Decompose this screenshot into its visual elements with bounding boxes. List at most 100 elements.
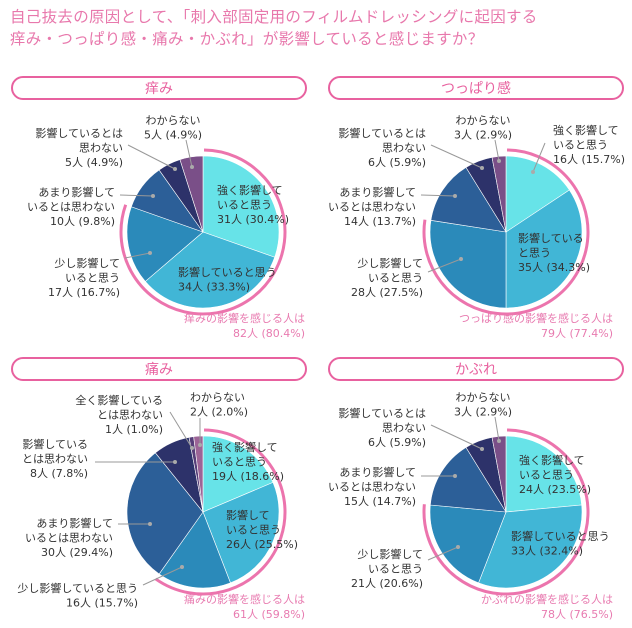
leader-line [142,566,183,586]
pie-slice [202,481,280,584]
slice-label: 思わない [382,422,426,435]
slice-label: わからない [146,114,201,127]
leader-dot [148,522,152,526]
affected-summary: 痛みの影響を感じる人は [184,592,305,606]
affected-summary: つっぱり感の影響を感じる人は [459,311,613,325]
slice-label: いると思う [217,199,272,212]
pie-slice [429,446,507,513]
leader-line [169,411,193,449]
leader-dot [480,166,484,170]
slice-count-label: 1人 (1.0%) [105,423,163,436]
pie-slice [193,435,204,513]
affected-summary: 78人 (76.5%) [541,608,613,621]
chart-title-box [328,357,624,381]
slice-count-label: 17人 (16.7%) [48,286,120,299]
slice-count-label: 10人 (9.8%) [50,215,115,228]
slice-label: いると思う [226,524,281,537]
pie-slice [429,219,507,309]
slice-label: わからない [456,391,511,404]
slice-label: いると思う [65,272,120,285]
slice-label: いるとは思わない [328,201,416,214]
slice-count-label: 26人 (25.5%) [226,538,298,551]
leader-line [420,194,456,197]
affected-summary: かぶれの影響を感じる人は [481,592,613,606]
slice-label: いると思う [368,272,423,285]
leader-line [532,142,546,173]
pie-slice [126,452,204,575]
slice-count-label: 34人 (33.3%) [178,281,250,294]
leader-line [119,194,154,197]
slice-count-label: 6人 (5.9%) [368,156,426,169]
slice-label: 影響しているとは [35,126,123,140]
leader-dot [453,474,457,478]
pie-slice [478,504,583,589]
leader-dot [453,194,457,198]
slice-label: と思う [518,247,551,260]
slice-count-label: 31人 (30.4%) [217,213,289,226]
question-line-2: 痒み・つっぱり感・痛み・かぶれ」が影響していると感じますか？ [10,30,484,48]
slice-count-label: 3人 (2.9%) [454,406,512,419]
affected-arc [119,148,287,316]
leader-dot [148,251,152,255]
slice-count-label: 6人 (5.9%) [368,436,426,449]
slice-label: あまり影響して [38,185,115,199]
affected-summary: 82人 (80.4%) [233,327,305,340]
slice-label: 強く影響して [212,440,278,454]
leader-line [427,258,462,273]
slice-label: 影響している [518,231,584,245]
affected-summary: 61人 (59.8%) [233,608,305,621]
leader-dot [198,443,202,447]
slice-count-label: 16人 (15.7%) [553,153,625,166]
pie-slice [430,166,507,233]
slice-label: 強く影響して [519,453,585,467]
question-line-1: 自己抜去の原因として、「刺入部固定用のフィルムドレッシングに起因する [10,8,538,26]
slice-label: 影響していると思う [178,265,277,279]
slice-label: いると思う [553,139,608,152]
slice-count-label: 8人 (7.8%) [30,467,88,480]
slice-label: 思わない [79,142,123,155]
slice-label: いるとは思わない [27,201,115,214]
slice-label: 少し影響して [357,256,423,270]
slice-label: いるとは思わない [328,481,416,494]
leader-dot [456,545,460,549]
chart-title: 痒み [145,81,173,97]
leader-line [494,416,500,442]
leader-line [430,424,483,450]
affected-arc [154,428,287,596]
affected-arc [422,148,590,316]
leader-line [127,144,176,170]
pie-slice [491,435,507,513]
chart-title-box [11,76,307,100]
leader-dot [180,565,184,569]
slice-count-label: 30人 (29.4%) [41,546,113,559]
slice-count-label: 5人 (4.9%) [65,156,123,169]
slice-label: 少し影響して [54,256,120,270]
slice-count-label: 2人 (2.0%) [190,406,248,419]
slice-label: 影響して [226,508,270,522]
leader-dot [459,257,463,261]
slice-label: 影響している [22,437,88,451]
slice-label: 少し影響していると思う [17,581,138,595]
leader-dot [480,447,484,451]
slice-label: 少し影響して [357,547,423,561]
slice-label: わからない [456,114,511,127]
slice-label: とは思わない [22,453,88,466]
chart-title: つっぱり感 [441,80,511,97]
chart-title: かぶれ [455,362,497,378]
slice-label: 全く影響している [75,393,163,407]
slice-count-label: 33人 (32.4%) [511,545,583,558]
slice-count-label: 28人 (27.5%) [351,286,423,299]
slice-label: 思わない [382,142,426,155]
leader-line [494,139,500,162]
leader-dot [497,439,501,443]
chart-title-box [328,76,624,100]
slice-count-label: 19人 (18.6%) [212,470,284,483]
slice-count-label: 14人 (13.7%) [344,215,416,228]
slice-label: わからない [190,391,245,404]
pie-slice [429,504,507,584]
slice-count-label: 3人 (2.9%) [454,129,512,142]
